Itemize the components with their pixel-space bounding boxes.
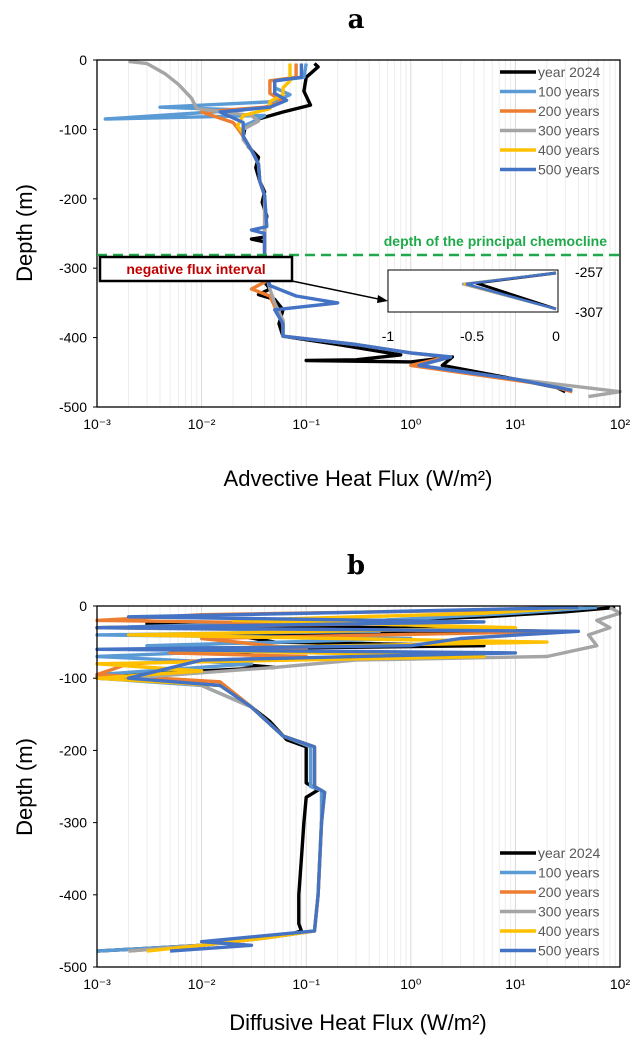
inset-y-tick: -307 — [575, 304, 603, 320]
inset-line-500 — [465, 271, 557, 311]
legend-label: 500 years — [538, 943, 599, 959]
legend-label: 200 years — [538, 884, 599, 900]
series-line-500-years — [218, 63, 573, 392]
y-tick-label: -200 — [59, 191, 87, 207]
y-tick-label: -400 — [59, 887, 87, 903]
x-tick-label: 10¹ — [505, 976, 526, 992]
x-tick-label: 10⁰ — [400, 976, 422, 992]
x-tick-label: 10⁻¹ — [292, 416, 320, 432]
x-tick-label: 10⁻³ — [83, 976, 111, 992]
y-tick-label: -400 — [59, 330, 87, 346]
y-tick-label: -300 — [59, 815, 87, 831]
inset-x-tick: 0 — [552, 328, 560, 344]
ticks-a: 10⁻³ 10⁻² 10⁻¹ 10⁰ 10¹ 10² 0 -100 -200 -300 -400 -5… — [59, 52, 630, 432]
legend-label: 400 years — [538, 142, 599, 158]
y-tick-label: -100 — [59, 670, 87, 686]
x-axis-label-a: Advective Heat Flux (W/m²) — [224, 466, 493, 491]
legend-label: 400 years — [538, 923, 599, 939]
x-tick-label: 10⁻¹ — [292, 976, 320, 992]
x-tick-label: 10¹ — [505, 416, 526, 432]
y-axis-label-a: Depth (m) — [12, 184, 37, 282]
legend-label: 200 years — [538, 103, 599, 119]
x-tick-label: 10⁰ — [400, 416, 422, 432]
y-tick-label: -300 — [59, 260, 87, 276]
grid-b — [96, 606, 616, 967]
inset-x-tick: -1 — [382, 328, 395, 344]
inset-x-tick: -0.5 — [460, 328, 484, 344]
legend-label: 100 years — [538, 84, 599, 100]
series-line-500-years — [95, 605, 581, 953]
series-a — [103, 59, 622, 399]
inset-chart: -1 -0.5 0 -257 -307 — [382, 264, 603, 344]
legend-label: 300 years — [538, 904, 599, 920]
negative-flux-box — [98, 255, 294, 283]
x-tick-label: 10² — [610, 976, 631, 992]
panel-a-letter: a — [348, 5, 365, 35]
panel-b: b 10⁻³ 10⁻² 10⁻¹ 10⁰ 10¹ 10² 0 -100 -200 -300 -400… — [12, 551, 630, 1035]
legend-label: year 2024 — [538, 64, 600, 80]
legend-b: year 2024 100 years 200 years 300 years 400 … — [500, 845, 600, 959]
inset-frame — [387, 269, 559, 313]
y-tick-label: -200 — [59, 742, 87, 758]
legend-label: year 2024 — [538, 845, 600, 861]
y-tick-label: 0 — [79, 598, 87, 614]
legend-label: 100 years — [538, 865, 599, 881]
inset-y-tick: -257 — [575, 264, 603, 280]
legend-label: 500 years — [538, 162, 599, 178]
ticks-b: 10⁻³ 10⁻² 10⁻¹ 10⁰ 10¹ 10² 0 -100 -200 -300 -400 -5… — [59, 598, 630, 992]
legend-a: year 2024 100 years 200 years 300 years 400 … — [500, 64, 600, 178]
y-tick-label: -100 — [59, 121, 87, 137]
panel-b-letter: b — [347, 551, 365, 581]
y-tick-label: -500 — [59, 959, 87, 975]
legend-label: 300 years — [538, 123, 599, 139]
plot-frame-b — [96, 605, 621, 968]
y-tick-label: 0 — [79, 52, 87, 68]
panel-a: a 10⁻³ 10⁻² 10⁻¹ 10⁰ 10¹ 10² 0 -100 -200 -300 -400… — [12, 5, 630, 491]
x-axis-label-b: Diffusive Heat Flux (W/m²) — [229, 1010, 487, 1035]
y-axis-label-b: Depth (m) — [12, 738, 37, 836]
x-tick-label: 10² — [610, 416, 631, 432]
x-tick-label: 10⁻² — [188, 416, 216, 432]
plot-frame-a — [96, 59, 621, 408]
arrow-head — [377, 295, 388, 303]
y-tick-label: -500 — [59, 399, 87, 415]
negative-flux-label: negative flux interval — [126, 261, 265, 277]
x-tick-label: 10⁻² — [188, 976, 216, 992]
inset-pointer-arrow — [291, 280, 384, 301]
series-b — [95, 605, 622, 953]
x-tick-label: 10⁻³ — [83, 416, 111, 432]
chemocline-label: depth of the principal chemocline — [384, 233, 607, 249]
